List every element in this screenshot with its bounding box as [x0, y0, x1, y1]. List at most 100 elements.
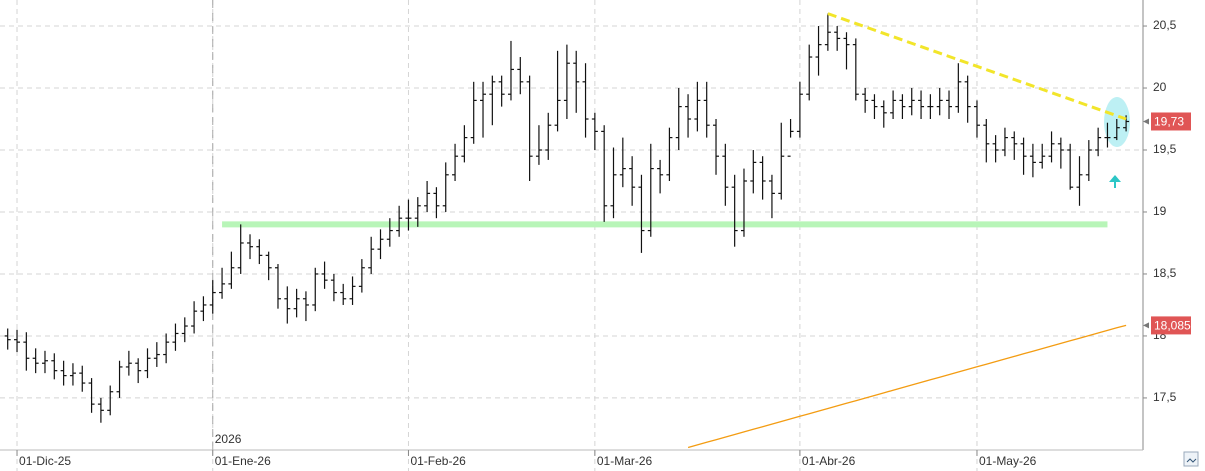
ohlc-bar	[573, 50, 580, 113]
ohlc-bar	[489, 75, 496, 126]
ohlc-bar	[517, 57, 524, 95]
ohlc-bar	[144, 348, 151, 379]
x-tick-label: 01-Mar-26	[597, 454, 653, 468]
ohlc-bar	[247, 234, 254, 260]
ohlc-bar	[899, 94, 906, 120]
ohlc-bar	[116, 360, 123, 398]
ohlc-bar	[1020, 137, 1027, 175]
ohlc-bar	[470, 81, 477, 144]
ohlc-bar	[88, 378, 95, 413]
ohlc-bar	[153, 342, 160, 367]
moving-average	[687, 324, 1127, 449]
ohlc-bar	[675, 88, 682, 150]
ohlc-bar	[973, 100, 980, 138]
ohlc-bar	[601, 125, 608, 222]
price-label: 19,73	[1154, 115, 1184, 129]
ohlc-bar	[610, 147, 617, 219]
ohlc-bar	[321, 261, 328, 289]
ohlc-bar	[312, 267, 319, 312]
ohlc-bar	[256, 239, 263, 265]
x-tick-label: 01-Ene-26	[215, 454, 271, 468]
ohlc-bar	[1076, 156, 1083, 206]
ohlc-bar	[480, 81, 487, 138]
ohlc-bar	[330, 273, 337, 302]
ohlc-bar	[32, 348, 39, 374]
scale-icon[interactable]	[1183, 451, 1199, 467]
ohlc-bar	[629, 156, 636, 206]
ohlc-bar	[368, 236, 375, 274]
ohlc-bar	[1067, 143, 1074, 190]
ohlc-bar	[135, 358, 142, 384]
ohlc-bar	[340, 283, 347, 305]
ohlc-bar	[983, 119, 990, 163]
ohlc-bar	[936, 88, 943, 116]
ohlc-bar	[377, 229, 384, 260]
ohlc-bar	[79, 365, 86, 392]
ohlc-bar	[526, 75, 533, 181]
trendline	[827, 12, 1127, 121]
ohlc-bar	[433, 187, 440, 219]
x-tick-label: 01-Abr-26	[802, 454, 856, 468]
ohlc-bar	[731, 174, 738, 247]
ohlc-bar	[274, 264, 281, 309]
ohlc-bar	[657, 159, 664, 194]
ohlc-bar	[405, 199, 412, 231]
ohlc-bar	[862, 88, 869, 113]
ohlc-bar	[535, 125, 542, 165]
ohlc-bar	[461, 125, 468, 163]
ohlc-bar	[1057, 137, 1064, 169]
ohlc-bar	[1104, 122, 1111, 148]
ohlc-bar	[386, 218, 393, 247]
ohlc-bar	[293, 288, 300, 318]
ohlc-bar	[442, 162, 449, 212]
ohlc-bar	[908, 88, 915, 116]
ohlc-bar	[1039, 143, 1046, 169]
ohlc-bar	[4, 328, 11, 350]
ohlc-bar	[1095, 127, 1102, 157]
up-arrow	[1109, 175, 1121, 188]
ohlc-bar	[237, 224, 244, 274]
ohlc-bar	[1048, 131, 1055, 163]
ohlc-bar	[591, 112, 598, 150]
ohlc-bar	[815, 26, 822, 76]
ohlc-bar	[209, 280, 216, 314]
ohlc-bar	[41, 350, 48, 374]
x-tick-label: 01-Feb-26	[410, 454, 466, 468]
year-label: 2026	[215, 432, 242, 446]
ohlc-bar	[713, 119, 720, 175]
ohlc-bar	[796, 81, 803, 138]
y-tick-label: 17,5	[1153, 390, 1177, 404]
ohlc-bar	[125, 350, 132, 376]
ohlc-bar	[750, 150, 757, 194]
ohlc-bar	[60, 360, 67, 386]
ohlc-bar	[1113, 119, 1120, 141]
ohlc-bar	[834, 26, 841, 51]
ohlc-bar	[200, 296, 207, 322]
x-tick-label: 01-May-26	[979, 454, 1037, 468]
ohlc-bar	[507, 40, 514, 101]
ohlc-bar	[396, 205, 403, 237]
ohlc-bar	[23, 332, 30, 371]
ohlc-bar	[666, 127, 673, 181]
ohlc-bar	[69, 363, 76, 386]
ohlc-bar	[191, 301, 198, 334]
scale-icon-glyph	[1186, 458, 1197, 463]
ohlc-bar	[284, 286, 291, 324]
ohlc-bar	[14, 329, 21, 353]
ohlc-bar	[414, 197, 421, 227]
ohlc-bar	[619, 137, 626, 188]
y-tick-label: 18,5	[1153, 266, 1177, 280]
y-tick-label: 19,5	[1153, 142, 1177, 156]
ohlc-bar	[647, 143, 654, 237]
ohlc-bar	[740, 168, 747, 237]
price-label: 18,085	[1154, 319, 1191, 333]
ohlc-bar	[852, 38, 859, 101]
ohlc-bar	[1085, 140, 1092, 181]
y-tick-label: 20	[1153, 80, 1167, 94]
ohlc-bar	[554, 50, 561, 132]
ohlc-bar	[824, 13, 831, 51]
price-label-box	[1151, 112, 1191, 131]
ohlc-bar	[1011, 131, 1018, 160]
